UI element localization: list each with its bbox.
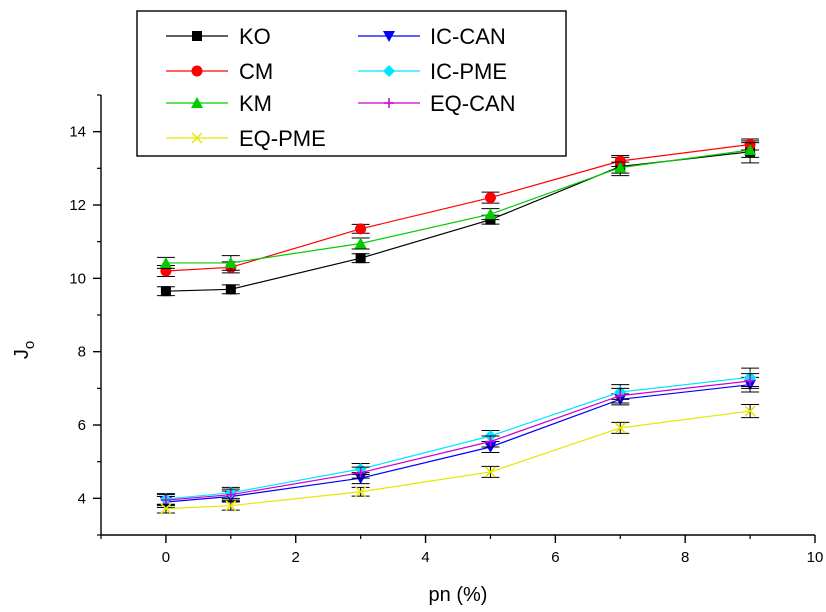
series-line — [165, 384, 751, 503]
series-layer — [156, 138, 760, 515]
x-tick-label: 10 — [807, 549, 824, 566]
data-point-marker — [355, 223, 367, 235]
series-ic-pme — [156, 367, 760, 506]
series-line — [165, 380, 751, 501]
legend: KO CM KM EQ-PME IC-CAN IC-PME EQ-CAN — [136, 10, 567, 157]
data-point-marker — [484, 192, 496, 204]
legend-item-cm: CM — [166, 59, 273, 84]
legend-label: IC-CAN — [430, 24, 506, 49]
series-line — [165, 376, 751, 500]
data-point-marker — [484, 466, 496, 478]
y-tick-label: 14 — [69, 124, 86, 141]
plot-area — [100, 95, 815, 536]
legend-item-ic-pme: IC-PME — [358, 59, 507, 84]
series-km — [156, 142, 760, 271]
data-point-marker — [225, 500, 237, 512]
legend-item-ko: KO — [166, 24, 271, 49]
series-line — [165, 143, 751, 272]
data-point-marker — [191, 97, 203, 108]
data-point-marker — [159, 256, 172, 268]
x-tick-label: 4 — [421, 549, 429, 566]
data-point-marker — [383, 65, 395, 77]
data-point-marker — [354, 237, 367, 249]
data-point-marker — [225, 489, 236, 500]
data-point-marker — [355, 486, 367, 498]
series-ko — [156, 140, 760, 297]
x-tick-label: 6 — [551, 549, 559, 566]
legend-item-km: KM — [166, 91, 272, 116]
y-tick-label: 6 — [78, 417, 86, 434]
data-point-marker — [383, 31, 395, 42]
legend-label: EQ-PME — [239, 126, 326, 151]
y-tick-label: 8 — [78, 344, 86, 361]
y-axis-label: Jo — [11, 341, 38, 359]
legend-box — [136, 10, 567, 157]
data-point-marker — [614, 155, 626, 167]
data-point-marker — [745, 376, 756, 386]
data-point-marker — [191, 65, 203, 77]
y-tick-label: 12 — [69, 197, 86, 214]
legend-label: KO — [239, 24, 271, 49]
x-tick-label: 8 — [681, 549, 689, 566]
series-ic-can — [156, 376, 760, 508]
legend-item-eq-can: EQ-CAN — [358, 91, 516, 116]
y-tick-label: 10 — [69, 270, 86, 287]
legend-label: IC-PME — [430, 59, 507, 84]
data-point-marker — [160, 286, 171, 297]
series-line — [165, 149, 751, 264]
series-eq-pme — [156, 403, 760, 515]
data-point-marker — [355, 253, 366, 264]
data-point-marker — [160, 495, 171, 506]
data-point-marker — [485, 436, 496, 447]
y-tick-label: 4 — [78, 490, 86, 507]
legend-item-ic-can: IC-CAN — [358, 24, 506, 49]
data-point-marker — [484, 208, 497, 220]
legend-label: EQ-CAN — [430, 91, 516, 116]
y-axis-label-sub: o — [21, 341, 38, 349]
data-point-marker — [224, 256, 237, 268]
legend-label: CM — [239, 59, 273, 84]
data-point-marker — [614, 422, 626, 434]
data-point-marker — [615, 390, 626, 401]
data-point-marker — [384, 98, 394, 108]
data-point-marker — [192, 31, 202, 41]
x-tick-label: 2 — [292, 549, 300, 566]
legend-item-eq-pme: EQ-PME — [166, 126, 326, 151]
series-cm — [156, 138, 760, 277]
y-axis-label-main: J — [11, 349, 33, 359]
data-point-marker — [614, 161, 627, 173]
data-point-marker — [225, 284, 236, 295]
data-point-marker — [744, 144, 757, 155]
legend-label: KM — [239, 91, 272, 116]
data-point-marker — [160, 503, 172, 515]
data-point-marker — [355, 467, 366, 478]
series-line — [165, 151, 751, 292]
svg-text:Jo: Jo — [11, 341, 38, 359]
data-point-marker — [191, 132, 203, 144]
axis-ticks: 0 2 4 6 8 10 4 6 8 10 12 14 — [69, 94, 824, 566]
series-line — [165, 410, 751, 510]
data-point-marker — [744, 405, 756, 417]
x-tick-label: 0 — [162, 549, 170, 566]
x-axis-label: pn (%) — [429, 584, 488, 606]
